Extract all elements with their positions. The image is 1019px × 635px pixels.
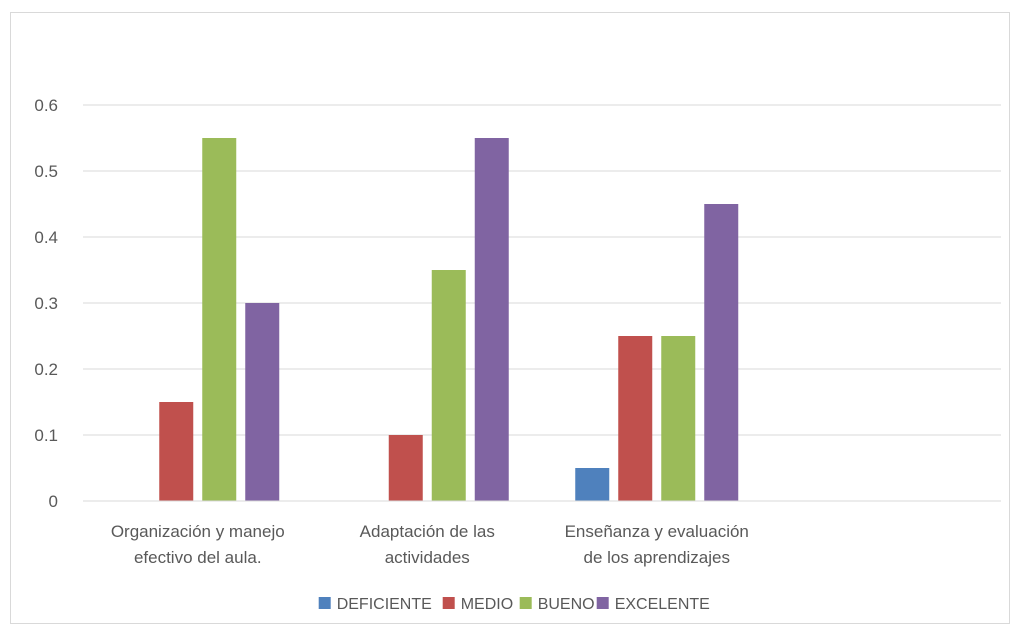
legend-label-medio: MEDIO (461, 596, 513, 613)
y-tick-label-4: 0.4 (34, 228, 58, 247)
bar-deficiente-2 (575, 468, 610, 501)
y-tick-label-1: 0.1 (34, 426, 58, 445)
legend-swatch-medio (442, 597, 455, 609)
legend-swatch-bueno (519, 597, 532, 609)
chart-frame (10, 12, 1010, 624)
y-tick-label-2: 0.2 (34, 360, 58, 379)
bar-excelente-0 (245, 303, 280, 501)
legend-label-bueno: BUENO (538, 596, 595, 613)
y-tick-label-3: 0.3 (34, 294, 58, 313)
bars (159, 138, 739, 501)
legend: DEFICIENTE MEDIO BUENO EXCELENTE (318, 596, 710, 613)
x-category-label-0-line-0: Organización y manejo (111, 522, 285, 541)
bar-medio-1 (388, 435, 423, 501)
legend-item-deficiente: DEFICIENTE (318, 596, 432, 613)
legend-label-deficiente: DEFICIENTE (337, 596, 432, 613)
y-tick-label-5: 0.5 (34, 162, 58, 181)
bar-bueno-0 (202, 138, 237, 501)
x-category-label-2-line-0: Enseñanza y evaluación (565, 522, 749, 541)
bar-bueno-1 (431, 270, 466, 501)
bar-medio-2 (618, 336, 653, 501)
y-tick-label-0: 0 (49, 492, 58, 511)
legend-swatch-excelente (596, 597, 609, 609)
bar-medio-0 (159, 402, 194, 501)
legend-item-medio: MEDIO (442, 596, 513, 613)
x-category-label-1-line-0: Adaptación de las (360, 522, 495, 541)
bar-excelente-1 (474, 138, 509, 501)
legend-item-excelente: EXCELENTE (596, 596, 710, 613)
y-axis-tick-labels: 0 0.1 0.2 0.3 0.4 0.5 0.6 (34, 96, 58, 511)
y-tick-label-6: 0.6 (34, 96, 58, 115)
legend-item-bueno: BUENO (519, 596, 595, 613)
x-category-label-0-line-1: efectivo del aula. (134, 548, 262, 567)
x-category-label-1-line-1: actividades (385, 548, 470, 567)
bar-bueno-2 (661, 336, 696, 501)
x-axis-category-labels: Organización y manejo efectivo del aula. A… (111, 522, 749, 567)
bar-excelente-2 (704, 204, 739, 501)
x-category-label-2-line-1: de los aprendizajes (584, 548, 730, 567)
legend-swatch-deficiente (318, 597, 331, 609)
legend-label-excelente: EXCELENTE (615, 596, 710, 613)
